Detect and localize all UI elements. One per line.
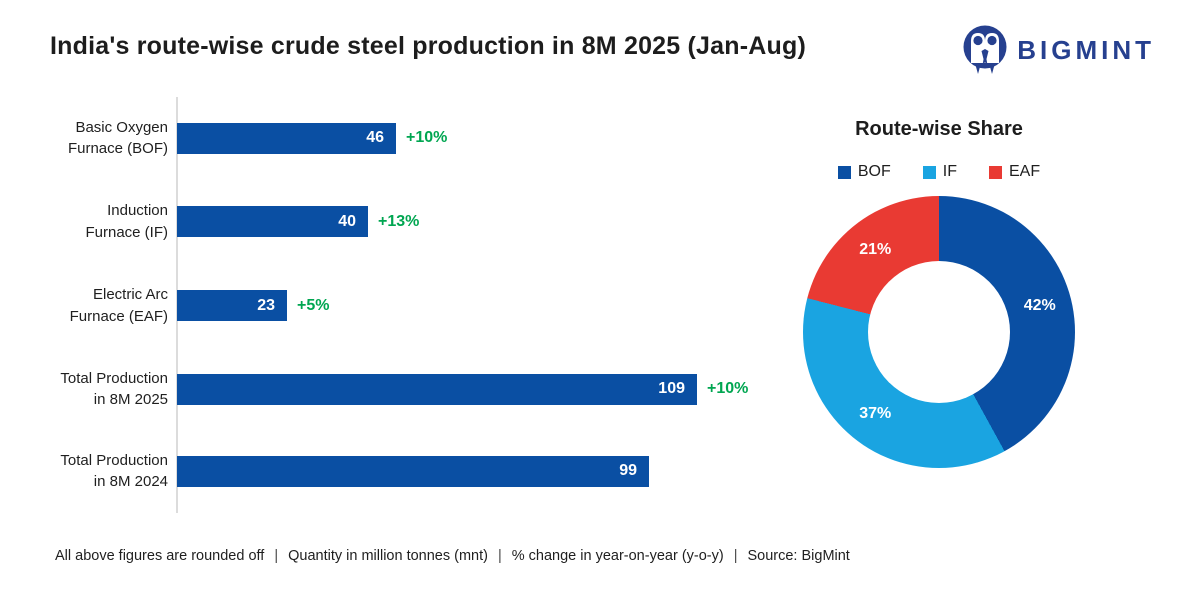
bar: 40 (177, 206, 368, 237)
bar-row: Electric Arc Furnace (EAF) 23 +5% (0, 286, 330, 324)
category-label: Total Production in 8M 2024 (60, 451, 168, 490)
category-label: Induction Furnace (IF) (85, 202, 168, 241)
bar-row: Total Production in 8M 2025 109 +10% (0, 370, 749, 408)
donut-panel: Route-wise Share BOF IF EAF 42% 37% 21% (789, 118, 1089, 468)
legend-label: EAF (1008, 163, 1041, 180)
bar-row: Induction Furnace (IF) 40 +13% (0, 202, 420, 240)
footnote-separator: | (497, 548, 502, 564)
donut-legend: BOF IF EAF (789, 163, 1089, 181)
bar: 99 (177, 455, 649, 487)
legend-swatch (922, 165, 936, 179)
bigmint-logo: BIGMINT (962, 25, 1155, 75)
footnote-separator: | (274, 548, 279, 564)
bar: 46 (177, 122, 396, 154)
slice-percentage-label: 21% (859, 240, 892, 258)
yoy-change-label: +10% (707, 380, 749, 397)
donut-chart: 42% 37% 21% (803, 196, 1075, 468)
bar-value-label: 46 (366, 129, 384, 146)
page-title: India's route-wise crude steel productio… (50, 32, 806, 60)
legend-swatch (988, 165, 1002, 179)
yoy-change-label: +5% (297, 296, 330, 314)
bar: 109 (177, 373, 697, 405)
bar-row: Total Production in 8M 2024 99 (0, 452, 649, 490)
category-label: Total Production in 8M 2025 (60, 369, 168, 408)
bigmint-logo-text: BIGMINT (1017, 34, 1155, 65)
donut-title: Route-wise Share (855, 118, 1023, 140)
footnote: All above figures are rounded off | Quanti… (55, 548, 850, 564)
bar: 23 (177, 290, 287, 321)
bar-value-label: 99 (619, 462, 637, 479)
footnote-segment: Source: BigMint (747, 548, 850, 564)
footnote-segment: % change in year-on-year (y-o-y) (511, 548, 724, 564)
bar-value-label: 40 (338, 212, 356, 230)
donut-hole (868, 261, 1010, 403)
legend-item: IF (922, 163, 957, 181)
bar-chart: Basic Oxygen Furnace (BOF) 46 +10% Induction… (0, 97, 770, 515)
yoy-change-label: +10% (406, 129, 448, 146)
slice-percentage-label: 42% (1023, 297, 1056, 315)
slice-percentage-label: 37% (859, 405, 892, 423)
legend-label: BOF (857, 163, 891, 180)
bigmint-logo-icon (962, 25, 1008, 75)
legend-item: EAF (988, 163, 1041, 181)
legend-item: BOF (837, 163, 891, 181)
bar-value-label: 109 (658, 380, 685, 397)
category-label: Electric Arc Furnace (EAF) (69, 286, 168, 325)
footnote-segment: Quantity in million tonnes (mnt) (288, 548, 488, 564)
legend-swatch (837, 165, 851, 179)
bar-value-label: 23 (257, 296, 275, 314)
bar-row: Basic Oxygen Furnace (BOF) 46 +10% (0, 119, 448, 157)
footnote-segment: All above figures are rounded off (55, 548, 265, 564)
yoy-change-label: +13% (378, 212, 420, 230)
footnote-separator: | (733, 548, 738, 564)
legend-label: IF (942, 163, 957, 180)
category-label: Basic Oxygen Furnace (BOF) (67, 118, 168, 157)
